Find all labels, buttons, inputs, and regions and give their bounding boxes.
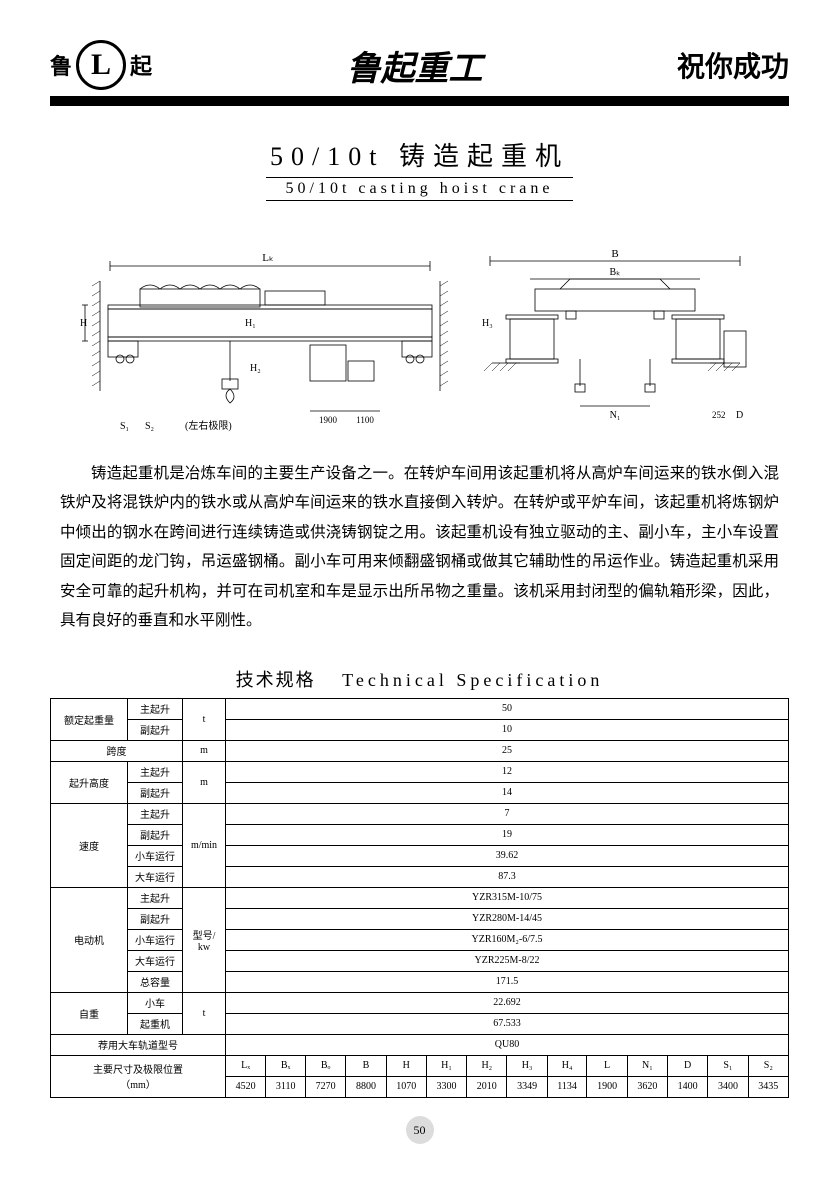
table-row: 主要尺寸及极限位置 （mm） Lₓ Bₓ Bₒ B H H₁ H₂ H₃ H₄ … — [51, 1055, 789, 1076]
table-row: 自重 小车 t 22.692 — [51, 992, 789, 1013]
table-row: 总容量171.5 — [51, 971, 789, 992]
header-center: 鲁起重工 — [347, 41, 483, 90]
spec-title: 技术规格 Technical Specification — [50, 666, 789, 692]
table-row: 大车运行87.3 — [51, 866, 789, 887]
header-rule — [50, 96, 789, 106]
label-note: (左右极限) — [185, 419, 232, 432]
body-paragraph: 铸造起重机是冶炼车间的主要生产设备之一。在转炉车间用该起重机将从高炉车间运来的铁… — [60, 459, 779, 636]
label-252: 252 — [712, 410, 726, 420]
spec-title-cn: 技术规格 — [236, 670, 316, 690]
header-qi: 起 — [130, 49, 152, 81]
table-row: 副起升 10 — [51, 719, 789, 740]
logo-icon — [76, 40, 126, 90]
title-cn: 50/10t 铸造起重机 — [50, 136, 789, 173]
table-row: 副起升19 — [51, 824, 789, 845]
table-row: 跨度 m 25 — [51, 740, 789, 761]
header-right: 祝你成功 — [677, 45, 789, 85]
body-text: 铸造起重机是冶炼车间的主要生产设备之一。在转炉车间用该起重机将从高炉车间运来的铁… — [60, 459, 779, 636]
label-H2: H₂ — [250, 363, 261, 374]
table-row: 电动机 主起升 型号/ kw YZR315M-10/75 — [51, 887, 789, 908]
label-D: D — [736, 410, 743, 421]
engineering-diagram: Lₖ H 1900 1100 S₁ S₂ (左右极限) H₂ H₁ B Bₖ — [50, 211, 789, 441]
label-N1: N₁ — [609, 410, 620, 421]
table-row: 速度 主起升 m/min 7 — [51, 803, 789, 824]
title-en-wrap: 50/10t casting hoist crane — [50, 177, 789, 201]
header-lu: 鲁 — [50, 49, 72, 81]
table-row: 小车运行YZR160M₂-6/7.5 — [51, 929, 789, 950]
table-row: 荐用大车轨道型号 QU80 — [51, 1034, 789, 1055]
spec-table: 额定起重量 主起升 t 50 副起升 10 跨度 m 25 起升高度 主起升 m… — [50, 698, 789, 1098]
label-1900: 1900 — [319, 415, 338, 425]
table-row: 额定起重量 主起升 t 50 — [51, 698, 789, 719]
label-H: H — [80, 318, 87, 329]
page-header: 鲁 起 鲁起重工 祝你成功 — [50, 40, 789, 90]
label-H3: H₃ — [482, 318, 493, 329]
page-number-wrap: 50 — [50, 1116, 789, 1144]
header-left: 鲁 起 — [50, 40, 152, 90]
label-1100: 1100 — [356, 415, 374, 425]
label-Bk: Bₖ — [609, 267, 620, 278]
table-row: 副起升YZR280M-14/45 — [51, 908, 789, 929]
page-number: 50 — [406, 1116, 434, 1144]
table-row: 小车运行39.62 — [51, 845, 789, 866]
label-S1: S₁ — [120, 421, 129, 432]
c-rated: 额定起重量 — [51, 698, 128, 740]
label-H1: H₁ — [245, 318, 256, 329]
label-Lk: Lₖ — [262, 252, 273, 264]
title-en: 50/10t casting hoist crane — [266, 177, 574, 201]
table-row: 起升高度 主起升 m 12 — [51, 761, 789, 782]
table-row: 大车运行YZR225M-8/22 — [51, 950, 789, 971]
spec-title-en: Technical Specification — [342, 670, 603, 690]
table-row: 副起升 14 — [51, 782, 789, 803]
label-B: B — [611, 248, 618, 260]
table-row: 起重机67.533 — [51, 1013, 789, 1034]
label-S2: S₂ — [145, 421, 154, 432]
